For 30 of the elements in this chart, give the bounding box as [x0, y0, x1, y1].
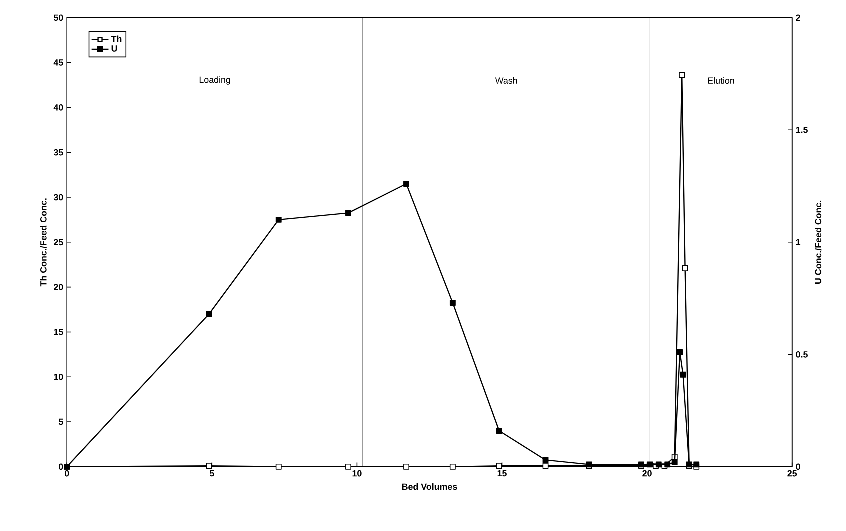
y-tick-label: 0 — [59, 464, 64, 470]
y-tick-label: 40 — [54, 104, 64, 112]
y2-tick-label: 2 — [796, 15, 800, 22]
x-tick-label: 15 — [498, 470, 507, 477]
y-tick-label: 5 — [58, 419, 64, 426]
y-tick-label: 30 — [54, 194, 64, 201]
legend-label: U — [112, 46, 118, 52]
x-tick-label: 10 — [352, 470, 362, 477]
y-tick-label: 10 — [54, 374, 64, 381]
y2-tick-label: 0 — [796, 464, 800, 470]
annotation: Wash — [495, 78, 518, 84]
x-tick-label: 20 — [642, 470, 652, 477]
annotation: Elution — [708, 78, 734, 84]
y-tick-label: 35 — [54, 150, 64, 156]
y-tick-label: 45 — [54, 60, 64, 66]
y-tick-label: 20 — [54, 284, 64, 291]
x-axis-title: Bed Volumes — [402, 484, 458, 490]
y-tick-label: 50 — [54, 14, 64, 22]
y-tick-label: 25 — [54, 239, 64, 246]
x-tick-label: 5 — [210, 470, 214, 477]
annotation: Loading — [200, 76, 230, 86]
y2-axis-title: U Conc./Feed Conc. — [815, 201, 822, 284]
y-axis-title: Th Conc./Feed Conc. — [40, 198, 47, 287]
y-tick-label: 15 — [54, 329, 64, 336]
y2-tick-label: 1.5 — [796, 127, 808, 134]
y2-tick-label: 0.5 — [796, 352, 808, 358]
legend-label: Th — [111, 36, 122, 42]
y2-tick-label: 1 — [796, 240, 801, 246]
x-tick-label: 25 — [788, 470, 798, 477]
x-tick-label: 0 — [64, 470, 70, 477]
